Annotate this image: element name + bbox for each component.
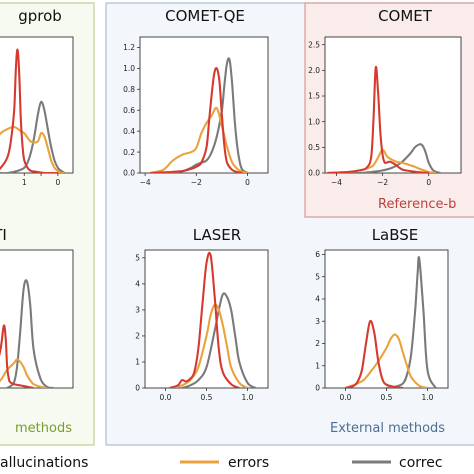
y-tick-label: 3 bbox=[315, 317, 320, 326]
plot-area bbox=[324, 249, 449, 389]
x-tick-label: 0 bbox=[245, 178, 250, 187]
y-tick-label: 1.0 bbox=[123, 64, 135, 73]
plot-area bbox=[0, 36, 74, 174]
series-line-correct bbox=[327, 143, 441, 173]
subplot-comet-qe: COMET-QE −4 −2 0 0.0 0.2 0.4 0.6 0.8 1.0 1.2 bbox=[123, 7, 269, 187]
y-tick-label: 0.4 bbox=[123, 127, 135, 136]
subplot-laser: LASER 0.0 0.5 1.0 0 1 2 3 4 5 bbox=[135, 226, 269, 402]
subplot-ti: TI bbox=[0, 226, 74, 389]
y-tick-label: 1.0 bbox=[308, 117, 320, 126]
y-tick-label: 2 bbox=[315, 339, 320, 348]
y-tick-label: 1 bbox=[315, 361, 320, 370]
legend: allucinations errors correc bbox=[0, 455, 443, 471]
subplot-labse: LaBSE 0.0 0.5 1.0 0 1 2 3 4 5 6 bbox=[315, 226, 449, 402]
y-tick-label: 2.0 bbox=[308, 66, 320, 75]
y-tick-label: 0 bbox=[135, 384, 140, 393]
x-tick-label: 1 bbox=[22, 178, 27, 187]
y-tick-label: 0.5 bbox=[308, 143, 320, 152]
x-tick-label: 0.5 bbox=[201, 393, 213, 402]
series-line-hallucinations bbox=[327, 65, 429, 173]
x-tick-label: 1.0 bbox=[422, 393, 434, 402]
x-tick-label: −2 bbox=[377, 178, 388, 187]
y-tick-label: 0 bbox=[315, 384, 320, 393]
legend-label-correct: correc bbox=[399, 455, 443, 471]
series-line-errors bbox=[345, 333, 428, 388]
y-tick-label: 4 bbox=[315, 295, 320, 304]
subplot-title: TI bbox=[0, 226, 7, 244]
series-line-correct bbox=[181, 292, 257, 388]
external-methods-label: External methods bbox=[330, 421, 445, 436]
y-tick-label: 1.5 bbox=[308, 92, 320, 101]
series-line-errors bbox=[0, 125, 65, 173]
y-tick-label: 6 bbox=[315, 250, 320, 259]
series-line-correct bbox=[386, 256, 437, 388]
y-tick-label: 0.2 bbox=[123, 148, 135, 157]
y-tick-label: 0.6 bbox=[123, 106, 135, 115]
legend-label-errors: errors bbox=[228, 455, 269, 471]
y-tick-label: 2.5 bbox=[308, 40, 320, 49]
y-tick-label: 5 bbox=[315, 272, 320, 281]
x-tick-label: 0 bbox=[426, 178, 431, 187]
subplot-title: gprob bbox=[18, 7, 62, 25]
series-line-hallucinations bbox=[345, 319, 404, 388]
series-group bbox=[169, 251, 257, 388]
x-tick-label: −2 bbox=[191, 178, 202, 187]
y-tick-label: 0.0 bbox=[123, 169, 135, 178]
x-tick-label: 1.0 bbox=[242, 393, 254, 402]
series-line-hallucinations bbox=[150, 67, 243, 173]
x-tick-label: 0 bbox=[55, 178, 60, 187]
subplot-title: COMET bbox=[378, 7, 433, 25]
y-tick-label: 4 bbox=[135, 280, 140, 289]
y-tick-label: 1.2 bbox=[123, 43, 135, 52]
x-tick-label: −4 bbox=[140, 178, 151, 187]
plot-area bbox=[324, 36, 462, 174]
y-tick-label: 2 bbox=[135, 332, 140, 341]
y-tick-label: 0.8 bbox=[123, 85, 135, 94]
series-line-hallucinations bbox=[169, 251, 240, 388]
y-tick-label: 5 bbox=[135, 254, 140, 263]
series-line-errors bbox=[149, 106, 248, 173]
series-line-correct bbox=[0, 100, 66, 173]
series-line-hallucinations bbox=[0, 324, 34, 388]
legend-label-hallucinations: allucinations bbox=[0, 455, 88, 471]
subplot-gprob: gprob 1 0 bbox=[0, 7, 74, 187]
x-tick-label: 0.5 bbox=[381, 393, 393, 402]
y-tick-label: 1 bbox=[135, 358, 140, 367]
reference-based-label: Reference-b bbox=[378, 197, 456, 212]
subplot-comet: COMET −4 −2 0 0.0 0.5 1.0 1.5 2.0 2.5 bbox=[308, 7, 462, 187]
x-tick-label: 0.0 bbox=[340, 393, 352, 402]
series-group bbox=[327, 65, 441, 173]
x-tick-label: 0.0 bbox=[160, 393, 172, 402]
y-tick-label: 0.0 bbox=[308, 169, 320, 178]
series-line-errors bbox=[327, 148, 436, 173]
plot-area bbox=[139, 36, 269, 174]
series-group bbox=[345, 256, 437, 388]
subplot-title: LaBSE bbox=[372, 226, 419, 244]
series-group bbox=[149, 57, 249, 173]
x-tick-label: −4 bbox=[331, 178, 342, 187]
series-line-hallucinations bbox=[0, 48, 58, 173]
series-line-correct bbox=[6, 279, 54, 388]
subplot-title: LASER bbox=[193, 226, 241, 244]
subplot-title: COMET-QE bbox=[165, 7, 245, 25]
series-group bbox=[0, 279, 54, 388]
y-tick-label: 3 bbox=[135, 306, 140, 315]
internal-methods-label: methods bbox=[15, 421, 72, 436]
series-group bbox=[0, 48, 66, 173]
